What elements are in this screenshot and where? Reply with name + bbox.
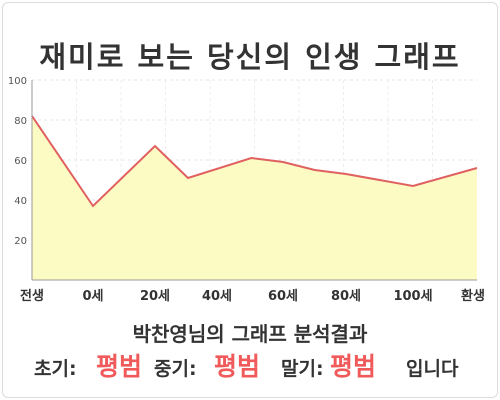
- x-tick-label: 전생: [20, 288, 44, 304]
- x-tick-label: 40세: [202, 289, 232, 304]
- y-tick-label: 60: [14, 156, 27, 167]
- late-label: 말기:: [281, 358, 324, 380]
- x-tick-label: 환생: [461, 288, 485, 304]
- y-tick-label: 40: [14, 196, 27, 207]
- result-summary: 초기: 평범 중기: 평범 말기: 평범 입니다: [0, 345, 500, 381]
- y-tick-label: 80: [14, 116, 27, 127]
- x-tick-label: 80세: [331, 289, 361, 304]
- page-title: 재미로 보는 당신의 인생 그래프: [39, 40, 461, 74]
- y-axis-ticks: 20 40 60 80 100: [8, 76, 27, 247]
- x-tick-label: 0세: [82, 289, 103, 304]
- x-axis-ticks: 전생 0세 20세 40세 60세 80세 100세 환생: [20, 288, 485, 304]
- result-suffix: 입니다: [406, 358, 459, 380]
- middle-value: 평범: [214, 352, 261, 381]
- life-line: [31, 115, 478, 208]
- early-label: 초기:: [34, 358, 77, 380]
- x-tick-label: 60세: [268, 289, 298, 304]
- late-value: 평범: [330, 352, 377, 381]
- life-area-fill: [32, 116, 477, 280]
- result-heading: 박찬영님의 그래프 분석결과: [132, 322, 368, 346]
- y-tick-label: 20: [14, 236, 27, 247]
- x-tick-label: 100세: [393, 289, 432, 304]
- middle-label: 중기:: [154, 358, 197, 380]
- early-value: 평범: [96, 352, 143, 381]
- x-tick-label: 20세: [140, 289, 170, 304]
- y-tick-label: 100: [8, 76, 27, 87]
